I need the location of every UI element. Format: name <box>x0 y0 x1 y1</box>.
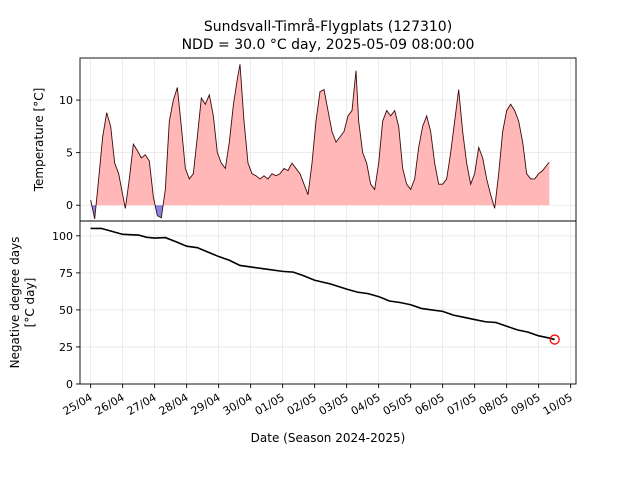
temperature-positive-area <box>125 144 156 206</box>
y-tick-label: 0 <box>66 199 73 212</box>
y-axis-label-line: [°C day] <box>23 278 37 328</box>
y-axis-label: Negative degree days[°C day] <box>8 237 37 369</box>
y-tick-label: 50 <box>59 304 73 317</box>
temperature-positive-area <box>163 64 494 206</box>
current-ndd-marker <box>549 334 560 345</box>
y-tick-label: 0 <box>66 378 73 391</box>
x-axis-label: Date (Season 2024-2025) <box>251 431 406 445</box>
y-axis-label: Temperature [°C] <box>32 88 46 193</box>
y-tick-label: 25 <box>59 341 73 354</box>
ndd-axes-frame <box>79 220 577 385</box>
y-tick-label: 5 <box>66 147 73 160</box>
y-tick-label: 75 <box>59 267 73 280</box>
temperature-line <box>90 64 550 219</box>
chart-title-line1: Sundsvall-Timrå-Flygplats (127310) <box>204 18 452 35</box>
chart-title-line2: NDD = 30.0 °C day, 2025-05-09 08:00:00 <box>182 37 475 53</box>
y-tick-label: 10 <box>59 94 73 107</box>
ndd-line <box>90 227 555 341</box>
temperature-axes: 0 5 10 Temperature [°C] <box>32 57 577 222</box>
temperature-positive-area <box>495 104 550 206</box>
y-axis-label-line: Negative degree days <box>8 237 22 369</box>
y-tick-label: 100 <box>52 230 73 243</box>
